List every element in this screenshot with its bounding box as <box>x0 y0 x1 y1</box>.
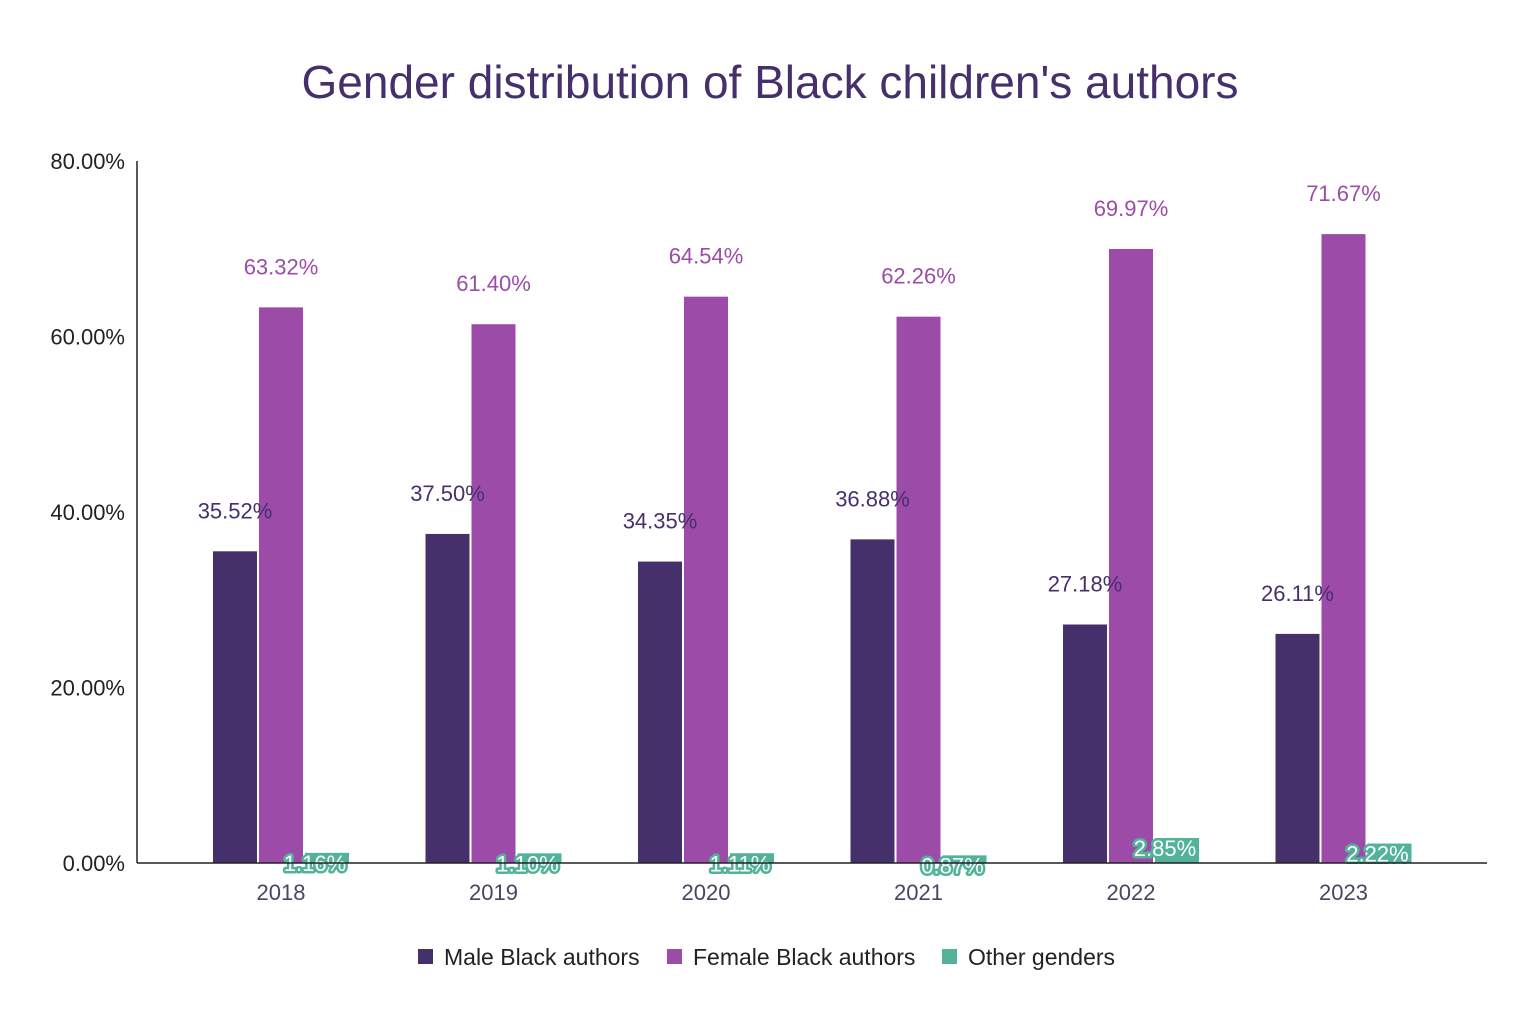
bar-female-black-authors <box>1109 249 1153 863</box>
bar-female-black-authors <box>259 307 303 863</box>
bar-other-genders <box>305 852 349 863</box>
bar-male-black-authors <box>213 551 257 863</box>
legend-label: Female Black authors <box>693 944 915 970</box>
data-label: 1.11% <box>710 851 771 876</box>
data-label: 69.97% <box>1094 196 1169 221</box>
data-label: 27.18% <box>1048 571 1123 596</box>
bar-other-genders <box>1155 837 1199 863</box>
legend-swatch <box>418 949 433 964</box>
bar-female-black-authors <box>896 316 941 864</box>
y-tick-label: 60.00% <box>50 325 125 350</box>
bar-other-genders <box>517 853 562 863</box>
legend-swatch <box>667 949 682 964</box>
x-tick-label: 2022 <box>1107 880 1156 905</box>
bar-male-black-authors <box>850 539 895 863</box>
y-tick-label: 40.00% <box>50 500 125 525</box>
chart-title: Gender distribution of Black children's … <box>302 56 1239 108</box>
y-tick-label: 80.00% <box>50 149 125 174</box>
y-tick-label: 20.00% <box>50 676 125 701</box>
data-label: 26.11% <box>1261 581 1334 606</box>
data-label: 64.54% <box>669 244 744 269</box>
data-label: 0.87% <box>921 853 983 878</box>
data-label: 62.26% <box>881 264 956 289</box>
bar-other-genders <box>1367 843 1412 863</box>
x-tick-label: 2020 <box>682 880 731 905</box>
data-label: 36.88% <box>835 486 910 511</box>
x-tick-label: 2021 <box>894 880 943 905</box>
x-tick-label: 2023 <box>1319 880 1368 905</box>
legend-label: Male Black authors <box>444 944 640 970</box>
data-label: 71.67% <box>1306 181 1381 206</box>
bar-female-black-authors <box>471 324 516 864</box>
x-tick-label: 2019 <box>469 880 518 905</box>
data-label: 63.32% <box>244 254 319 279</box>
legend-swatch <box>942 949 957 964</box>
bar-other-genders <box>730 853 774 863</box>
bar-female-black-authors <box>684 296 728 863</box>
bar-male-black-authors <box>638 561 682 863</box>
data-label: 61.40% <box>456 271 531 296</box>
y-tick-label: 0.00% <box>63 851 125 876</box>
x-tick-label: 2018 <box>257 880 306 905</box>
data-label: 37.50% <box>410 481 485 506</box>
bar-male-black-authors <box>425 533 470 863</box>
bar-female-black-authors <box>1321 234 1366 863</box>
legend-label: Other genders <box>968 944 1115 970</box>
data-label: 34.35% <box>623 509 698 534</box>
data-label: 2.85% <box>1134 836 1196 861</box>
bar-male-black-authors <box>1275 633 1320 863</box>
data-label: 1.10% <box>496 851 558 876</box>
data-label: 35.52% <box>198 498 273 523</box>
bar-male-black-authors <box>1063 624 1107 863</box>
bar-other-genders <box>942 855 987 863</box>
